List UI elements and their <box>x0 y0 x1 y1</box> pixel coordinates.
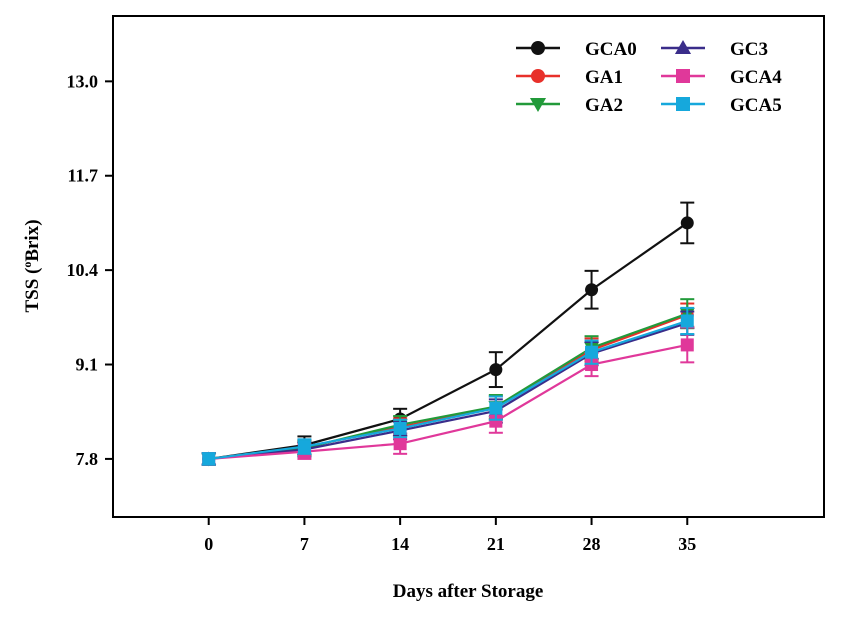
data-point <box>585 345 599 359</box>
data-point <box>297 440 311 454</box>
y-axis-title: TSS (oBrix) <box>20 219 43 312</box>
x-tick-label: 7 <box>300 534 309 554</box>
legend: GCA0 GA1 GA2 GC3 GCA4 GCA5 <box>516 39 782 116</box>
legend-marker <box>531 41 545 55</box>
y-tick-label: 11.7 <box>67 166 98 186</box>
series-gca5 <box>201 306 695 466</box>
series-line-gc3 <box>208 322 688 461</box>
data-point <box>489 401 503 415</box>
series-line-gca4 <box>208 343 688 461</box>
y-axis-title-suffix: Brix) <box>22 219 43 261</box>
x-axis-title: Days after Storage <box>393 581 544 602</box>
data-point <box>680 314 694 328</box>
data-point <box>585 283 599 297</box>
series-line-gca5 <box>208 319 688 461</box>
y-tick-label: 9.1 <box>76 355 99 375</box>
legend-label: GCA4 <box>730 67 782 88</box>
legend-marker <box>676 69 690 83</box>
legend-item-ga2: GA2 <box>516 95 623 116</box>
legend-label: GC3 <box>730 39 768 60</box>
x-tick-label: 35 <box>678 534 696 554</box>
y-axis-title-prefix: TSS ( <box>22 268 43 313</box>
legend-marker <box>676 97 690 111</box>
legend-label: GA1 <box>585 67 623 88</box>
series-layer <box>201 201 695 467</box>
legend-label: GCA5 <box>730 95 782 116</box>
plot-frame <box>112 15 825 518</box>
legend-item-gca0: GCA0 <box>516 39 637 60</box>
x-tick-label: 21 <box>487 534 505 554</box>
y-axis-title-superscript: o <box>20 262 34 268</box>
legend-item-gca5: GCA5 <box>661 95 782 116</box>
series-gc3 <box>201 310 695 466</box>
legend-marker <box>674 39 692 54</box>
data-point <box>489 363 503 377</box>
x-tick-label: 14 <box>391 534 409 554</box>
x-axis: 0 7 14 21 28 35 <box>204 517 696 554</box>
data-point <box>393 437 407 451</box>
series-ga2 <box>201 298 695 467</box>
series-ga1 <box>201 302 695 466</box>
y-tick-label: 13.0 <box>67 71 99 91</box>
series-line-gca0 <box>208 222 688 461</box>
legend-item-gca4: GCA4 <box>661 67 782 88</box>
data-point <box>202 452 216 466</box>
data-point <box>489 414 503 428</box>
data-point <box>680 216 694 230</box>
series-line-ga2 <box>208 312 688 461</box>
data-point <box>393 421 407 435</box>
x-tick-label: 28 <box>583 534 601 554</box>
series-gca4 <box>201 326 695 466</box>
legend-marker <box>531 69 545 83</box>
data-point <box>680 338 694 352</box>
series-gca0 <box>201 201 695 466</box>
series-line-ga1 <box>208 314 688 461</box>
legend-label: GCA0 <box>585 39 637 60</box>
y-tick-label: 7.8 <box>76 449 99 469</box>
legend-item-gc3: GC3 <box>661 39 768 60</box>
y-tick-label: 10.4 <box>67 260 99 280</box>
legend-marker <box>529 98 547 113</box>
x-tick-label: 0 <box>204 534 213 554</box>
y-axis: 7.8 9.1 10.4 11.7 13.0 <box>67 71 113 469</box>
legend-label: GA2 <box>585 95 623 116</box>
legend-item-ga1: GA1 <box>516 67 623 88</box>
